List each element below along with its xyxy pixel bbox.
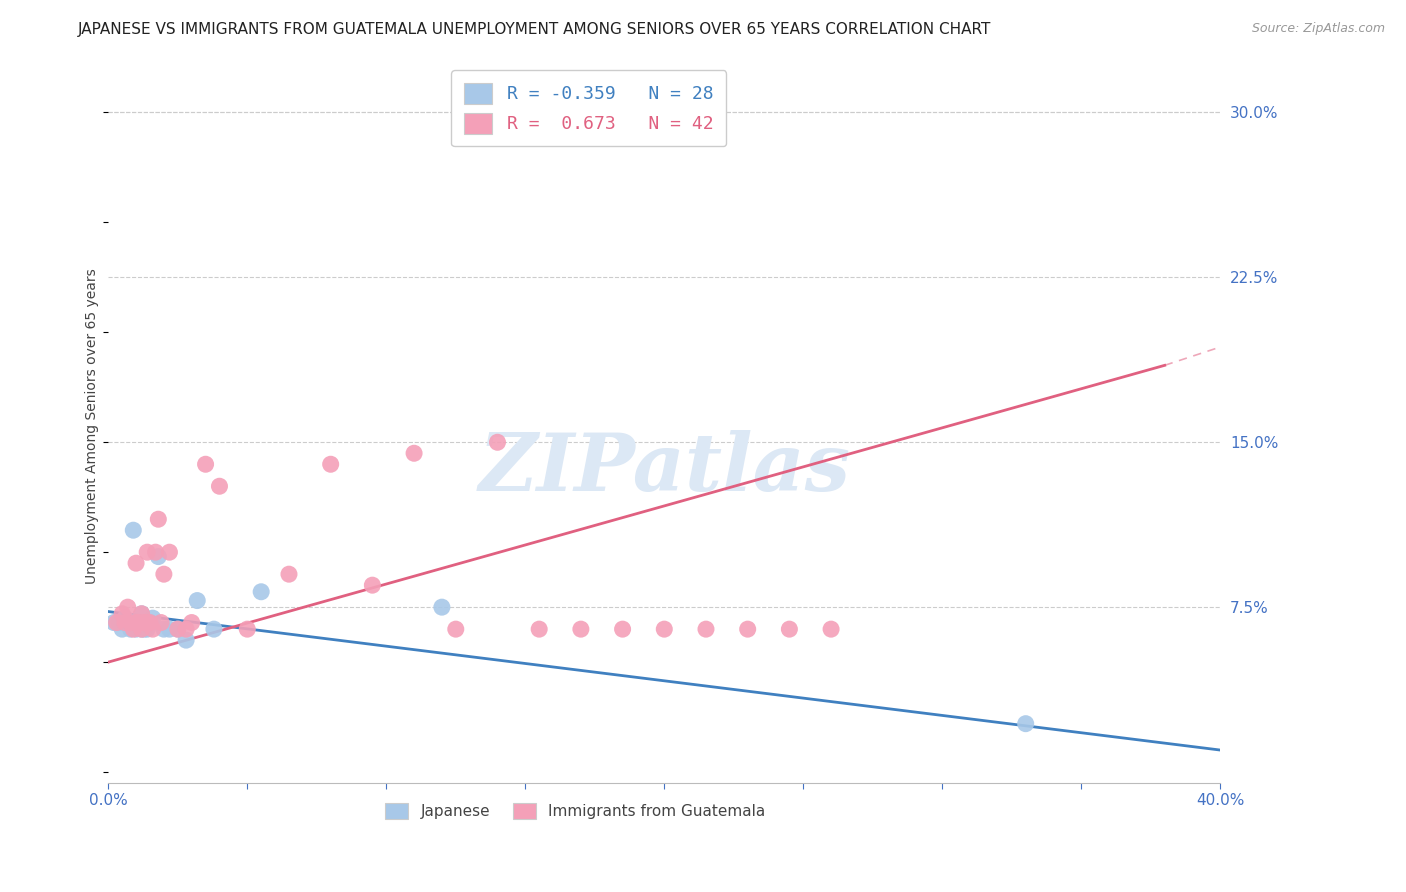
Point	[166, 622, 188, 636]
Point	[122, 615, 145, 630]
Point	[134, 615, 156, 630]
Point	[103, 615, 125, 630]
Point	[527, 622, 550, 636]
Point	[404, 446, 426, 460]
Point	[136, 545, 159, 559]
Point	[612, 622, 634, 636]
Point	[145, 545, 167, 559]
Point	[136, 622, 159, 636]
Point	[652, 622, 675, 636]
Point	[159, 545, 181, 559]
Point	[134, 615, 156, 630]
Point	[1015, 716, 1038, 731]
Point	[128, 615, 150, 630]
Point	[820, 622, 842, 636]
Point	[108, 615, 131, 630]
Point	[120, 622, 142, 636]
Point	[111, 622, 134, 636]
Point	[148, 549, 170, 564]
Point	[236, 622, 259, 636]
Point	[486, 435, 509, 450]
Point	[174, 622, 197, 636]
Point	[737, 622, 759, 636]
Point	[186, 593, 208, 607]
Point	[131, 607, 153, 621]
Point	[117, 615, 139, 630]
Point	[122, 523, 145, 537]
Point	[125, 615, 148, 630]
Point	[208, 479, 231, 493]
Point	[361, 578, 384, 592]
Point	[139, 615, 162, 630]
Text: ZIPatlas: ZIPatlas	[478, 430, 851, 508]
Point	[174, 633, 197, 648]
Point	[114, 615, 136, 630]
Point	[695, 622, 717, 636]
Point	[142, 622, 165, 636]
Point	[319, 457, 342, 471]
Point	[180, 615, 202, 630]
Point	[142, 611, 165, 625]
Point	[125, 622, 148, 636]
Point	[778, 622, 800, 636]
Point	[122, 622, 145, 636]
Point	[202, 622, 225, 636]
Point	[569, 622, 592, 636]
Point	[148, 512, 170, 526]
Point	[131, 622, 153, 636]
Point	[134, 622, 156, 636]
Point	[120, 615, 142, 630]
Point	[111, 607, 134, 621]
Point	[125, 556, 148, 570]
Point	[105, 615, 128, 630]
Point	[194, 457, 217, 471]
Point	[153, 622, 176, 636]
Point	[150, 615, 173, 630]
Y-axis label: Unemployment Among Seniors over 65 years: Unemployment Among Seniors over 65 years	[86, 268, 100, 583]
Point	[278, 567, 301, 582]
Point	[128, 615, 150, 630]
Point	[136, 615, 159, 630]
Point	[114, 611, 136, 625]
Point	[131, 607, 153, 621]
Point	[166, 622, 188, 636]
Point	[444, 622, 467, 636]
Text: Source: ZipAtlas.com: Source: ZipAtlas.com	[1251, 22, 1385, 36]
Point	[430, 600, 453, 615]
Point	[125, 615, 148, 630]
Point	[131, 622, 153, 636]
Point	[117, 600, 139, 615]
Point	[250, 584, 273, 599]
Text: JAPANESE VS IMMIGRANTS FROM GUATEMALA UNEMPLOYMENT AMONG SENIORS OVER 65 YEARS C: JAPANESE VS IMMIGRANTS FROM GUATEMALA UN…	[77, 22, 991, 37]
Point	[139, 615, 162, 630]
Point	[159, 622, 181, 636]
Point	[153, 567, 176, 582]
Legend: Japanese, Immigrants from Guatemala: Japanese, Immigrants from Guatemala	[380, 797, 772, 825]
